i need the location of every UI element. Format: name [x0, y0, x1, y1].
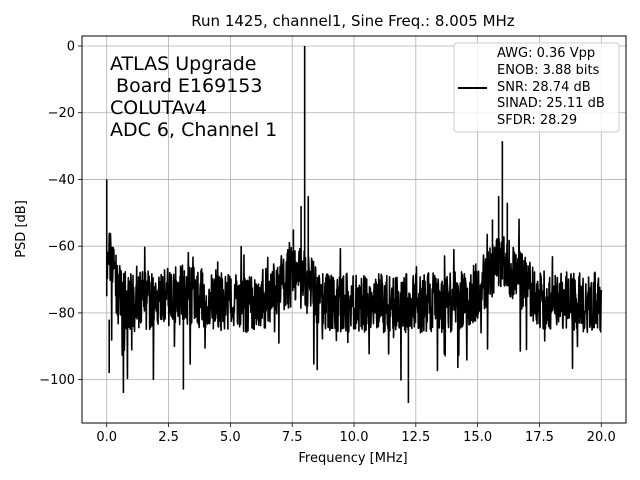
x-axis: 0.0 2.5 5.0 7.5 10.0 12.5 15.0 17.5 20.0 — [96, 423, 616, 445]
y-tick-label: −40 — [48, 173, 75, 188]
y-tick-label: −20 — [48, 106, 75, 121]
legend-line-enob: ENOB: 3.88 bits — [497, 63, 600, 78]
annotation-line-2: Board E169153 — [110, 75, 262, 97]
chart-title: Run 1425, channel1, Sine Freq.: 8.005 MH… — [191, 12, 515, 30]
y-axis: 0 −20 −40 −60 −80 −100 — [39, 40, 82, 388]
annotation-line-1: ATLAS Upgrade — [110, 53, 256, 75]
psd-line — [105, 46, 603, 403]
y-tick-label: 0 — [67, 40, 75, 55]
annotation-line-3: COLUTAv4 — [110, 97, 207, 119]
x-tick-label: 15.0 — [463, 430, 492, 445]
legend-line-sfdr: SFDR: 28.29 — [497, 113, 577, 128]
annotation-block: ATLAS Upgrade Board E169153 COLUTAv4 ADC… — [110, 53, 277, 141]
y-tick-label: −80 — [48, 306, 75, 321]
x-tick-label: 2.5 — [158, 430, 179, 445]
legend: AWG: 0.36 Vpp ENOB: 3.88 bits SNR: 28.74… — [453, 42, 620, 133]
legend-line-sinad: SINAD: 25.11 dB — [497, 96, 605, 111]
legend-line-snr: SNR: 28.74 dB — [497, 80, 591, 95]
y-tick-label: −100 — [39, 373, 75, 388]
y-tick-label: −60 — [48, 240, 75, 255]
x-tick-label: 17.5 — [525, 430, 554, 445]
x-tick-label: 12.5 — [401, 430, 430, 445]
legend-box — [453, 42, 620, 133]
spectrum-series — [105, 46, 603, 403]
x-tick-label: 5.0 — [220, 430, 241, 445]
x-tick-label: 0.0 — [96, 430, 117, 445]
annotation-line-4: ADC 6, Channel 1 — [110, 119, 277, 141]
x-axis-label: Frequency [MHz] — [298, 451, 407, 466]
legend-line-awg: AWG: 0.36 Vpp — [497, 46, 595, 61]
y-axis-label: PSD [dB] — [14, 200, 29, 258]
x-tick-label: 20.0 — [587, 430, 616, 445]
x-tick-label: 10.0 — [340, 430, 369, 445]
x-tick-label: 7.5 — [282, 430, 303, 445]
